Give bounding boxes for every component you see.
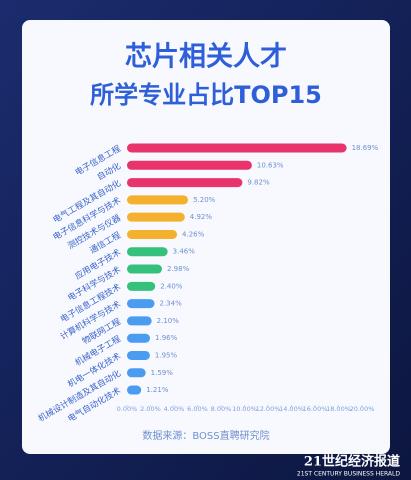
value-label: 3.46% [173,248,196,256]
value-label: 9.82% [247,179,270,187]
bar [127,160,252,170]
bar [127,316,152,326]
bar [127,195,189,205]
bar [127,264,163,274]
value-label: 1.21% [146,386,169,394]
x-tick-label: 2.00% [140,405,161,413]
bar [127,385,142,395]
card [22,20,390,454]
brand-en: 21ST CENTURY BUSINESS HERALD [297,471,400,478]
value-label: 4.92% [190,213,213,221]
bar [127,229,178,239]
bar [127,281,156,291]
x-tick-label: 10.00% [232,405,257,413]
x-tick-label: 4.00% [164,405,185,413]
value-label: 2.10% [157,317,180,325]
x-tick-label: 12.00% [256,405,281,413]
value-label: 10.63% [257,161,284,169]
value-label: 2.98% [167,265,190,273]
value-label: 2.34% [159,300,182,308]
value-label: 1.96% [155,334,178,342]
bar [127,143,347,153]
chart-subtitle: 所学专业占比TOP15 [90,81,322,109]
bar [127,299,155,309]
bar [127,350,150,360]
x-tick-label: 16.00% [303,405,328,413]
bar [127,178,243,188]
x-tick-label: 14.00% [279,405,304,413]
chart-title: 芯片相关人才 [125,42,287,73]
bar [127,212,185,222]
value-label: 5.20% [193,196,216,204]
x-tick-label: 8.00% [211,405,232,413]
x-tick-label: 18.00% [326,405,351,413]
source: 数据来源：BOSS直聘研究院 [142,429,269,442]
bar [127,247,168,257]
x-tick-label: 20.00% [350,405,375,413]
x-tick-label: 6.00% [187,405,208,413]
value-label: 4.26% [182,230,205,238]
value-label: 18.69% [352,144,379,152]
value-label: 1.59% [151,369,174,377]
brand: 21世纪经济报道 [304,454,400,470]
x-tick-label: 0.00% [117,405,138,413]
value-label: 2.40% [160,282,183,290]
bar [127,368,146,378]
bar [127,333,151,343]
value-label: 1.95% [155,351,178,359]
